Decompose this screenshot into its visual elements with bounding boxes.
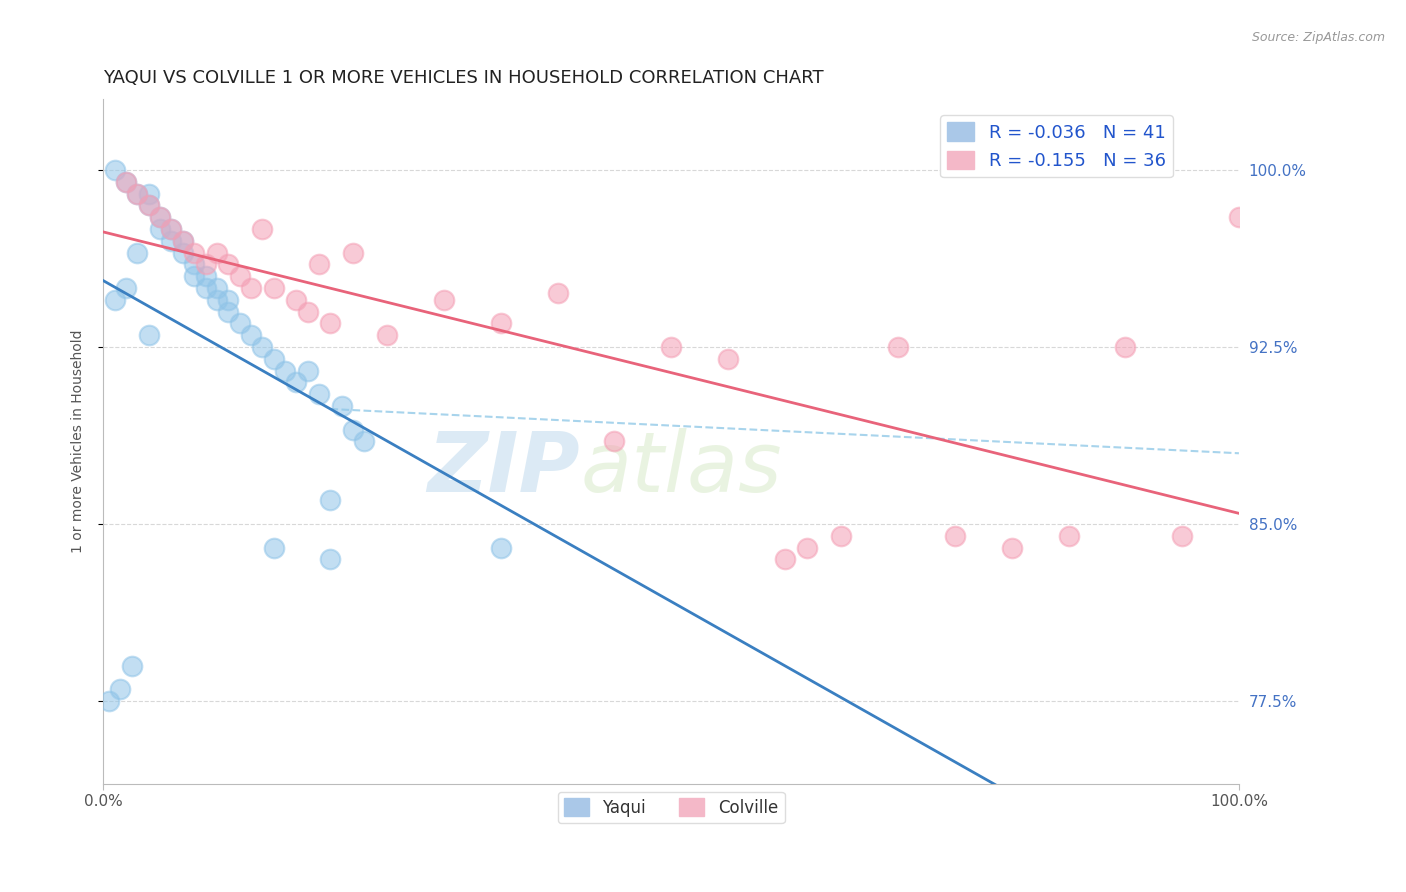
- Point: [887, 340, 910, 354]
- Point: [98, 694, 121, 708]
- Point: [194, 257, 217, 271]
- Point: [297, 364, 319, 378]
- Point: [239, 281, 262, 295]
- Point: [603, 434, 626, 449]
- Point: [433, 293, 456, 307]
- Point: [319, 317, 342, 331]
- Point: [228, 269, 250, 284]
- Point: [172, 234, 194, 248]
- Point: [138, 198, 160, 212]
- Point: [138, 186, 160, 201]
- Point: [110, 682, 132, 697]
- Point: [308, 257, 330, 271]
- Point: [274, 364, 297, 378]
- Point: [375, 328, 398, 343]
- Point: [104, 293, 127, 307]
- Text: YAQUI VS COLVILLE 1 OR MORE VEHICLES IN HOUSEHOLD CORRELATION CHART: YAQUI VS COLVILLE 1 OR MORE VEHICLES IN …: [103, 69, 824, 87]
- Point: [659, 340, 682, 354]
- Text: ZIP: ZIP: [427, 428, 581, 509]
- Point: [183, 269, 205, 284]
- Point: [252, 222, 274, 236]
- Point: [194, 281, 217, 295]
- Point: [1114, 340, 1136, 354]
- Point: [228, 317, 250, 331]
- Point: [115, 175, 138, 189]
- Point: [183, 245, 205, 260]
- Point: [160, 222, 183, 236]
- Point: [717, 351, 740, 366]
- Legend: Yaqui, Colville: Yaqui, Colville: [558, 792, 785, 823]
- Point: [127, 186, 149, 201]
- Point: [1227, 211, 1250, 225]
- Point: [830, 529, 852, 543]
- Point: [239, 328, 262, 343]
- Point: [252, 340, 274, 354]
- Point: [115, 175, 138, 189]
- Point: [149, 211, 172, 225]
- Point: [285, 376, 308, 390]
- Point: [1171, 529, 1194, 543]
- Point: [489, 317, 512, 331]
- Point: [217, 257, 239, 271]
- Point: [297, 304, 319, 318]
- Point: [138, 198, 160, 212]
- Point: [172, 234, 194, 248]
- Point: [149, 211, 172, 225]
- Point: [160, 234, 183, 248]
- Point: [217, 293, 239, 307]
- Point: [319, 493, 342, 508]
- Point: [172, 245, 194, 260]
- Point: [183, 257, 205, 271]
- Point: [489, 541, 512, 555]
- Point: [330, 399, 353, 413]
- Point: [205, 293, 228, 307]
- Point: [205, 281, 228, 295]
- Point: [121, 658, 143, 673]
- Point: [342, 423, 364, 437]
- Text: Source: ZipAtlas.com: Source: ZipAtlas.com: [1251, 31, 1385, 45]
- Point: [115, 281, 138, 295]
- Point: [353, 434, 375, 449]
- Point: [127, 186, 149, 201]
- Point: [285, 293, 308, 307]
- Point: [263, 541, 285, 555]
- Point: [796, 541, 818, 555]
- Point: [160, 222, 183, 236]
- Point: [263, 281, 285, 295]
- Point: [149, 222, 172, 236]
- Point: [319, 552, 342, 566]
- Point: [1057, 529, 1080, 543]
- Text: atlas: atlas: [581, 428, 782, 509]
- Point: [194, 269, 217, 284]
- Point: [217, 304, 239, 318]
- Point: [547, 285, 569, 300]
- Point: [342, 245, 364, 260]
- Point: [138, 328, 160, 343]
- Point: [263, 351, 285, 366]
- Point: [308, 387, 330, 401]
- Point: [1001, 541, 1024, 555]
- Point: [773, 552, 796, 566]
- Point: [104, 163, 127, 178]
- Point: [205, 245, 228, 260]
- Point: [127, 245, 149, 260]
- Y-axis label: 1 or more Vehicles in Household: 1 or more Vehicles in Household: [72, 330, 86, 553]
- Point: [943, 529, 966, 543]
